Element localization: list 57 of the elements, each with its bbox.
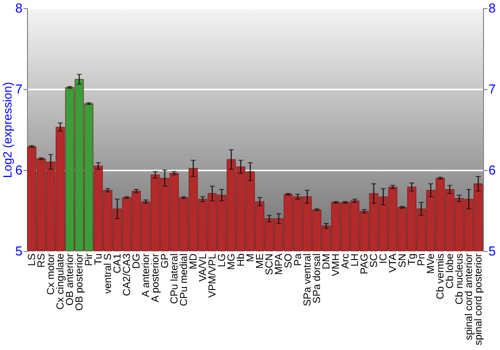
x-tick-label: CPu medial	[178, 254, 190, 306]
x-tick-label: spinal cord posterior	[473, 252, 484, 346]
x-tick-label: MD	[188, 254, 200, 270]
x-tick-label: DM	[321, 254, 332, 270]
y-tick-label: 7	[15, 82, 22, 96]
x-tick-label: Tu	[93, 254, 104, 266]
x-tick-label: Cb nucleus	[454, 254, 466, 304]
x-tick-label: A posterior	[150, 252, 162, 302]
x-tick-label: M	[245, 254, 256, 262]
x-tick-label: Pa	[292, 253, 304, 266]
x-tick-label: SC	[368, 254, 380, 268]
x-tick-label: SCN	[264, 254, 276, 276]
x-tick-label: MVe	[426, 253, 437, 274]
x-tick-label: IC	[378, 254, 390, 264]
x-tick-label: SPa ventral	[302, 254, 314, 306]
y2-tick-label: 5	[488, 244, 496, 258]
x-tick-label: CA1	[112, 253, 124, 274]
x-tick-label: Cx cingulate	[55, 253, 66, 310]
x-tick-label: A anterior	[140, 252, 152, 298]
x-tick-label: VPM/VPL	[207, 253, 218, 298]
x-tick-label: LH	[350, 254, 361, 267]
x-tick-label: RS	[36, 253, 48, 268]
x-tick-label: Arc	[340, 254, 352, 269]
x-tick-label: Hb	[236, 253, 247, 267]
x-tick-label: Cx motor	[46, 252, 57, 295]
x-tick-label: Tg	[406, 253, 418, 266]
x-tick-label: spinal cord anterior	[464, 252, 475, 340]
x-tick-label: PAG	[359, 253, 370, 274]
x-tick-label: CPu lateral	[169, 254, 180, 304]
x-tick-label: OB posterior	[74, 252, 86, 311]
y-tick-label: 5	[15, 244, 22, 258]
y-axis-title: Log2 (expression)	[0, 82, 14, 178]
x-tick-label: LG	[216, 253, 228, 268]
y-tick-label: 6	[15, 162, 22, 178]
x-tick-label: ME	[254, 253, 266, 269]
x-tick-label: OB anterior	[64, 252, 76, 306]
x-tick-label: CA2/CA3	[122, 253, 133, 296]
x-tick-label: VTA	[388, 253, 399, 273]
x-tick-label: VMH	[330, 254, 342, 276]
x-tick-label: SN	[397, 254, 408, 268]
x-tick-label: GP	[160, 253, 171, 268]
y-tick-label: 8	[15, 0, 22, 16]
y2-tick-label: 6	[488, 162, 496, 178]
x-tick-label: SO	[283, 253, 294, 268]
x-tick-label: DG	[131, 253, 142, 269]
x-tick-label: MG	[226, 253, 238, 270]
x-tick-label: VA/VL	[198, 253, 209, 282]
x-tick-label: Pir	[84, 252, 95, 266]
y2-tick-label: 8	[488, 0, 496, 16]
x-tick-label: SPa dorsal	[312, 254, 323, 304]
y2-tick-label: 7	[488, 82, 496, 96]
x-tick-label: LS	[26, 253, 38, 266]
x-tick-label: MPA	[274, 253, 285, 275]
x-tick-label: Cb lobe	[444, 253, 456, 289]
x-tick-label: Cb vermis	[435, 254, 446, 300]
x-tick-label: Pn	[416, 254, 428, 266]
x-tick-label: ventral S	[102, 253, 114, 294]
